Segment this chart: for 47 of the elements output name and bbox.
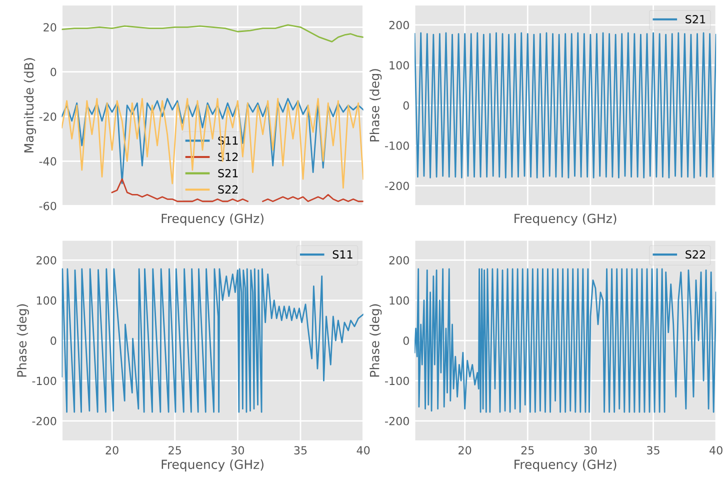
y-tick-label: 200 — [36, 256, 56, 264]
y-tick-label: 0 — [50, 336, 56, 345]
x-tick-label: 30 — [231, 446, 244, 454]
x-axis-title: Frequency (GHz) — [514, 213, 616, 226]
x-tick-label: 40 — [356, 446, 370, 454]
y-tick-label: -200 — [385, 182, 409, 190]
y-tick-label: 200 — [389, 256, 409, 264]
y-tick-label: -100 — [385, 376, 409, 386]
y-tick-label: -60 — [39, 202, 56, 210]
y-tick-label: 0 — [403, 336, 409, 345]
y-axis-title: Magnitude (dB) — [24, 58, 36, 152]
y-tick-label: 100 — [390, 296, 409, 305]
y-tick-label: -200 — [385, 416, 409, 426]
y-tick-label: 100 — [36, 296, 56, 305]
y-tick-label: 0 — [50, 68, 56, 76]
x-tick-label: 30 — [584, 446, 597, 454]
legend-label: S11 — [332, 250, 352, 259]
y-tick-label: 100 — [390, 61, 409, 70]
legend-label: S21 — [218, 168, 238, 178]
x-tick-label: 35 — [294, 446, 307, 454]
y-tick-label: -20 — [39, 112, 56, 121]
y-tick-label: -200 — [32, 416, 56, 426]
y-tick-label: -100 — [32, 376, 56, 386]
y-axis-title: Phase (deg) — [16, 304, 29, 377]
y-tick-label: 200 — [389, 20, 409, 30]
line-series — [62, 268, 364, 413]
x-tick-label: 35 — [647, 446, 660, 454]
x-tick-label: 25 — [168, 446, 181, 454]
y-tick-label: -100 — [385, 142, 409, 150]
y-axis-title: Phase (deg) — [370, 69, 382, 142]
y-tick-label: 0 — [403, 101, 409, 110]
line-series — [414, 32, 716, 178]
legend-label: S22 — [218, 185, 238, 194]
line-series — [62, 24, 364, 42]
x-tick-label: 20 — [458, 446, 472, 454]
x-tick-label: 40 — [710, 446, 722, 454]
x-axis-title: Frequency (GHz) — [514, 459, 616, 472]
y-tick-label: -40 — [39, 157, 56, 166]
x-axis-title: Frequency (GHz) — [162, 213, 264, 226]
x-tick-label: 20 — [106, 446, 118, 454]
y-tick-label: 20 — [44, 23, 56, 32]
legend-label: S21 — [686, 15, 706, 24]
legend-label: S22 — [686, 250, 705, 259]
x-axis-title: Frequency (GHz) — [162, 459, 264, 472]
line-series — [414, 268, 716, 413]
x-tick-label: 25 — [521, 446, 534, 454]
y-axis-title: Phase (deg) — [370, 304, 382, 377]
